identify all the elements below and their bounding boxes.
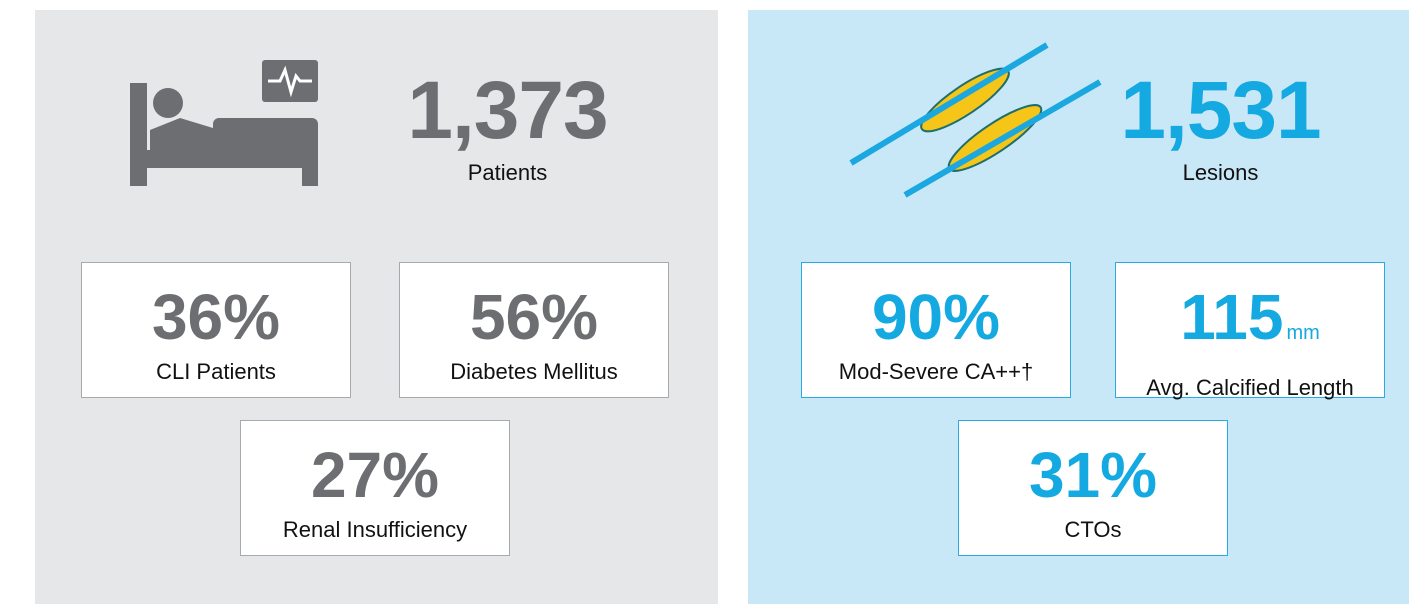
stat-number: 31% [959,443,1227,507]
patients-panel: 1,373 Patients 36% CLI Patients 56% Diab… [35,10,718,604]
stat-label: CLI Patients [82,359,350,385]
stat-label: Renal Insufficiency [241,517,509,543]
headline-number: 1,531 [1098,70,1343,152]
patients-headline: 1,373 Patients [385,70,630,186]
stat-number: 90% [802,285,1070,349]
lesions-headline: 1,531 Lesions [1098,70,1343,186]
stat-number: 36% [82,285,350,349]
page: 1,373 Patients 36% CLI Patients 56% Diab… [0,0,1411,604]
stat-label: CTOs [959,517,1227,543]
stat-unit: mm [1286,322,1319,344]
stat-label: Diabetes Mellitus [400,359,668,385]
headline-label: Lesions [1098,160,1343,186]
stat-card: 36% CLI Patients [81,262,351,398]
stat-label: Mod-Severe CA++† [802,359,1070,385]
stat-number: 115 [1180,281,1283,353]
stat-number: 56% [400,285,668,349]
stat-card: 27% Renal Insufficiency [240,420,510,556]
stat-number: 27% [241,443,509,507]
stat-label: Avg. Calcified Length [1116,375,1384,401]
stat-card: 31% CTOs [958,420,1228,556]
stat-card: 90% Mod-Severe CA++† [801,262,1071,398]
stat-card: 56% Diabetes Mellitus [399,262,669,398]
headline-label: Patients [385,160,630,186]
headline-number: 1,373 [385,70,630,152]
